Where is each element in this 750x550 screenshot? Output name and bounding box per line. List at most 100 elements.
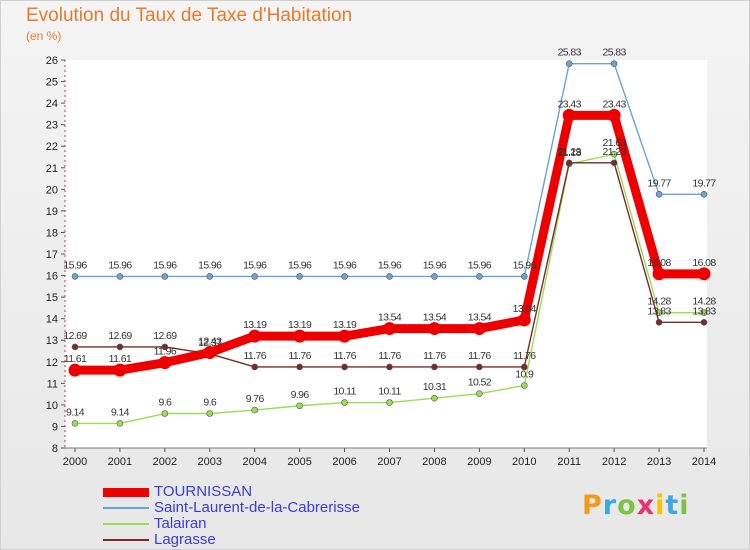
data-label: 23.43 bbox=[603, 98, 627, 110]
data-label: 14.28 bbox=[692, 296, 716, 308]
logo-letter: i bbox=[655, 490, 666, 521]
data-label: 11.76 bbox=[288, 350, 311, 362]
data-label: 9.14 bbox=[66, 406, 85, 418]
data-label: 13.19 bbox=[288, 319, 312, 331]
data-point bbox=[251, 273, 259, 280]
data-label: 9.6 bbox=[203, 397, 217, 409]
data-label: 15.96 bbox=[468, 259, 492, 271]
y-tick-label: 26 bbox=[46, 55, 58, 67]
logo-letter: o bbox=[617, 490, 637, 521]
logo-letter: P bbox=[582, 490, 603, 521]
data-label: 13.19 bbox=[333, 319, 357, 331]
data-label: 19.77 bbox=[692, 177, 716, 189]
data-point bbox=[338, 329, 352, 343]
data-point bbox=[562, 108, 576, 122]
plot-area bbox=[65, 60, 707, 448]
x-tick-label: 2007 bbox=[377, 456, 401, 468]
data-point bbox=[476, 273, 483, 280]
y-tick-label: 22 bbox=[46, 141, 58, 153]
chart-title: Evolution du Taux de Taxe d'Habitation bbox=[26, 5, 353, 26]
data-point bbox=[431, 363, 438, 371]
data-label: 11.76 bbox=[513, 350, 536, 362]
data-label: 9.6 bbox=[158, 397, 172, 409]
y-tick-label: 11 bbox=[47, 378, 58, 390]
data-point bbox=[296, 402, 303, 410]
y-tick-label: 15 bbox=[46, 292, 58, 304]
data-label: 12.69 bbox=[108, 330, 132, 342]
data-point bbox=[383, 322, 396, 336]
data-point bbox=[386, 363, 393, 371]
x-tick-label: 2014 bbox=[692, 456, 716, 468]
data-label: 12.37 bbox=[198, 337, 222, 349]
data-point bbox=[116, 343, 124, 351]
data-point bbox=[203, 346, 217, 360]
data-label: 9.96 bbox=[291, 389, 310, 401]
data-point bbox=[386, 273, 393, 280]
legend-label: TOURNISSAN bbox=[154, 483, 253, 500]
data-point bbox=[251, 406, 259, 414]
x-tick-label: 2010 bbox=[512, 456, 536, 468]
proxiti-logo: Proxiti bbox=[582, 490, 690, 521]
data-label: 15.96 bbox=[423, 259, 447, 271]
data-label: 11.76 bbox=[423, 350, 446, 362]
data-point bbox=[610, 159, 618, 167]
data-label: 15.96 bbox=[333, 259, 357, 271]
data-label: 13.54 bbox=[378, 312, 402, 324]
x-tick-label: 2004 bbox=[242, 456, 266, 468]
data-label: 12.69 bbox=[153, 330, 177, 342]
legend-swatch bbox=[103, 488, 149, 497]
data-label: 9.14 bbox=[111, 406, 130, 418]
data-label: 21.63 bbox=[603, 137, 627, 149]
data-label: 14.28 bbox=[647, 296, 671, 308]
data-point bbox=[652, 267, 666, 281]
y-tick-label: 18 bbox=[46, 227, 58, 239]
x-tick-label: 2000 bbox=[63, 456, 87, 468]
x-tick-label: 2003 bbox=[198, 456, 222, 468]
data-label: 11.96 bbox=[154, 346, 177, 358]
data-point bbox=[386, 399, 393, 406]
data-label: 12.69 bbox=[63, 330, 87, 342]
data-point bbox=[296, 363, 303, 371]
data-label: 13.83 bbox=[647, 305, 671, 317]
x-tick-label: 2009 bbox=[467, 456, 491, 468]
data-label: 11.76 bbox=[333, 350, 356, 362]
legend-label: Talairan bbox=[154, 515, 207, 532]
data-point bbox=[476, 363, 483, 371]
data-label: 15.96 bbox=[63, 259, 87, 271]
data-point bbox=[431, 273, 438, 280]
data-point bbox=[293, 329, 307, 343]
data-point bbox=[427, 322, 441, 336]
data-point bbox=[520, 273, 528, 280]
data-point bbox=[607, 108, 621, 122]
data-label: 25.83 bbox=[603, 47, 627, 59]
unit-label: (en %) bbox=[26, 29, 62, 43]
data-point bbox=[341, 273, 348, 280]
data-point bbox=[655, 319, 663, 326]
data-label: 10.52 bbox=[468, 377, 492, 389]
data-point bbox=[116, 273, 124, 280]
data-point bbox=[161, 343, 169, 351]
data-point bbox=[472, 322, 486, 336]
data-label: 13.94 bbox=[513, 303, 537, 315]
data-point bbox=[655, 190, 663, 198]
data-point bbox=[520, 382, 528, 389]
data-label: 23.43 bbox=[558, 98, 582, 110]
data-point bbox=[71, 273, 79, 280]
data-point bbox=[565, 159, 573, 167]
x-tick-label: 2002 bbox=[153, 456, 177, 468]
data-point bbox=[68, 363, 82, 377]
y-tick-label: 9 bbox=[52, 421, 58, 433]
data-label: 21.23 bbox=[603, 146, 627, 158]
data-point bbox=[610, 150, 618, 158]
data-label: 16.08 bbox=[647, 257, 671, 269]
y-tick-label: 21 bbox=[46, 163, 58, 175]
x-tick-label: 2005 bbox=[287, 456, 311, 468]
x-tick-label: 2008 bbox=[422, 456, 446, 468]
data-label: 11.76 bbox=[468, 350, 491, 362]
data-label: 10.9 bbox=[515, 368, 534, 380]
logo-letter: t bbox=[665, 490, 680, 521]
x-tick-label: 2011 bbox=[557, 456, 581, 468]
data-point bbox=[161, 410, 169, 417]
data-label: 10.31 bbox=[423, 381, 447, 393]
data-point bbox=[341, 363, 348, 371]
